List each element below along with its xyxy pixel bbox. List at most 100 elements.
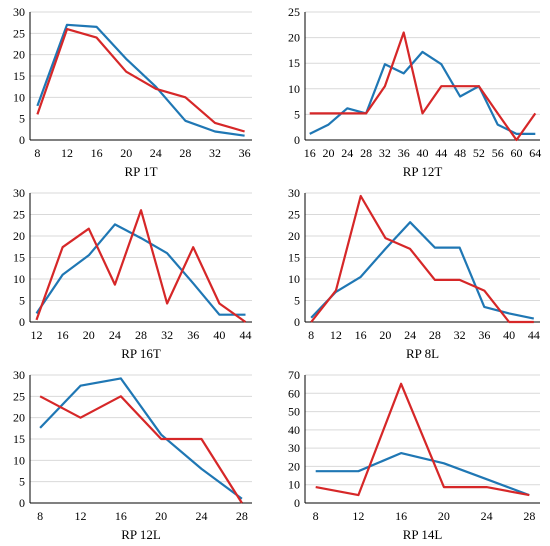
y-tick-label: 60 [288, 386, 300, 400]
y-tick-label: 25 [288, 5, 300, 19]
chart-panel: 0 10 20 30 40 50 60 70 8 12 16 20 24 28 RP 14L [288, 368, 540, 542]
series-line [315, 382, 530, 497]
x-tick-label: 16 [91, 146, 103, 160]
y-tick-label: 10 [13, 90, 25, 104]
y-tick-label: 20 [13, 229, 25, 243]
series-line [310, 221, 535, 320]
chart-title: RP 8L [406, 346, 439, 361]
x-tick-label: 40 [503, 328, 515, 342]
series-line [35, 223, 246, 316]
x-tick-label: 12 [74, 509, 86, 523]
y-tick-label: 5 [19, 112, 25, 126]
y-tick-label: 15 [288, 251, 300, 265]
y-tick-label: 5 [19, 294, 25, 308]
y-tick-label: 15 [13, 251, 25, 265]
chart-panel: 0 5 10 15 20 25 30 12 16 20 24 28 32 36 40 44 RP 16T [13, 186, 252, 361]
x-tick-label: 56 [492, 146, 504, 160]
x-tick-label: 12 [61, 146, 73, 160]
x-tick-label: 16 [115, 509, 127, 523]
y-tick-label: 10 [288, 272, 300, 286]
y-tick-label: 15 [13, 432, 25, 446]
x-tick-label: 60 [511, 146, 523, 160]
chart-panel: 0 5 10 15 20 25 30 8 12 16 20 24 28 RP 12L [13, 368, 252, 542]
x-tick-label: 16 [395, 509, 407, 523]
x-tick-label: 8 [308, 328, 314, 342]
series-line [310, 194, 534, 324]
x-tick-label: 16 [355, 328, 367, 342]
y-tick-label: 30 [288, 441, 300, 455]
x-tick-label: 28 [179, 146, 191, 160]
y-tick-label: 20 [13, 48, 25, 62]
x-tick-label: 44 [239, 328, 251, 342]
series-line [39, 377, 243, 500]
x-tick-label: 36 [187, 328, 199, 342]
chart-title: RP 12L [121, 527, 161, 542]
y-tick-label: 0 [294, 496, 300, 510]
y-tick-label: 25 [13, 389, 25, 403]
series-line [39, 395, 243, 504]
y-tick-label: 25 [13, 26, 25, 40]
y-tick-label: 30 [13, 368, 25, 382]
x-tick-label: 8 [34, 146, 40, 160]
y-tick-label: 25 [288, 208, 300, 222]
x-tick-label: 24 [341, 146, 353, 160]
chart-panel: 0 5 10 15 20 25 30 8 12 16 20 24 28 32 36 40 44 RP 8L [288, 186, 540, 361]
x-tick-label: 12 [31, 328, 43, 342]
y-tick-label: 50 [288, 405, 300, 419]
x-tick-label: 28 [236, 509, 248, 523]
series-line [309, 31, 537, 142]
x-tick-label: 28 [135, 328, 147, 342]
y-tick-label: 10 [288, 82, 300, 96]
y-tick-label: 30 [288, 186, 300, 200]
x-tick-label: 28 [523, 509, 535, 523]
chart-title: RP 14L [403, 527, 443, 542]
x-tick-label: 36 [398, 146, 410, 160]
series-line [36, 28, 245, 133]
x-tick-label: 24 [150, 146, 162, 160]
x-tick-label: 8 [37, 509, 43, 523]
y-tick-label: 40 [288, 423, 300, 437]
x-tick-label: 8 [313, 509, 319, 523]
series-line [36, 23, 245, 137]
x-tick-label: 20 [438, 509, 450, 523]
chart-title: RP 1T [124, 164, 157, 179]
chart-panel: 0 5 10 15 20 25 30 8 12 16 20 24 28 32 36 RP 1T [13, 5, 252, 179]
x-tick-label: 24 [481, 509, 493, 523]
x-tick-label: 20 [323, 146, 335, 160]
x-tick-label: 16 [57, 328, 69, 342]
chart-title: RP 16T [121, 346, 161, 361]
y-tick-label: 20 [288, 31, 300, 45]
y-tick-label: 10 [288, 478, 300, 492]
x-tick-label: 20 [155, 509, 167, 523]
y-tick-label: 30 [13, 186, 25, 200]
x-tick-label: 40 [417, 146, 429, 160]
y-tick-label: 5 [19, 475, 25, 489]
x-tick-label: 32 [454, 328, 466, 342]
x-tick-label: 32 [379, 146, 391, 160]
y-tick-label: 10 [13, 453, 25, 467]
series-line [315, 452, 530, 497]
y-tick-label: 5 [294, 107, 300, 121]
y-tick-label: 20 [288, 229, 300, 243]
x-tick-label: 16 [304, 146, 316, 160]
x-tick-label: 12 [330, 328, 342, 342]
y-tick-label: 20 [13, 411, 25, 425]
y-tick-label: 0 [19, 496, 25, 510]
y-tick-label: 5 [294, 294, 300, 308]
x-tick-label: 20 [83, 328, 95, 342]
y-tick-label: 10 [13, 272, 25, 286]
chart-panel: 0 5 10 15 20 25 16 20 24 28 32 36 40 44 48 52 56 60 64 RP 1… [288, 5, 541, 179]
x-tick-label: 32 [161, 328, 173, 342]
x-tick-label: 52 [473, 146, 485, 160]
series-line [35, 209, 247, 323]
y-tick-label: 20 [288, 459, 300, 473]
x-tick-label: 36 [478, 328, 490, 342]
x-tick-label: 32 [209, 146, 221, 160]
x-tick-label: 24 [196, 509, 208, 523]
x-tick-label: 48 [454, 146, 466, 160]
series-line [309, 50, 536, 135]
x-tick-label: 24 [404, 328, 416, 342]
x-tick-label: 24 [109, 328, 121, 342]
y-tick-label: 0 [294, 315, 300, 329]
